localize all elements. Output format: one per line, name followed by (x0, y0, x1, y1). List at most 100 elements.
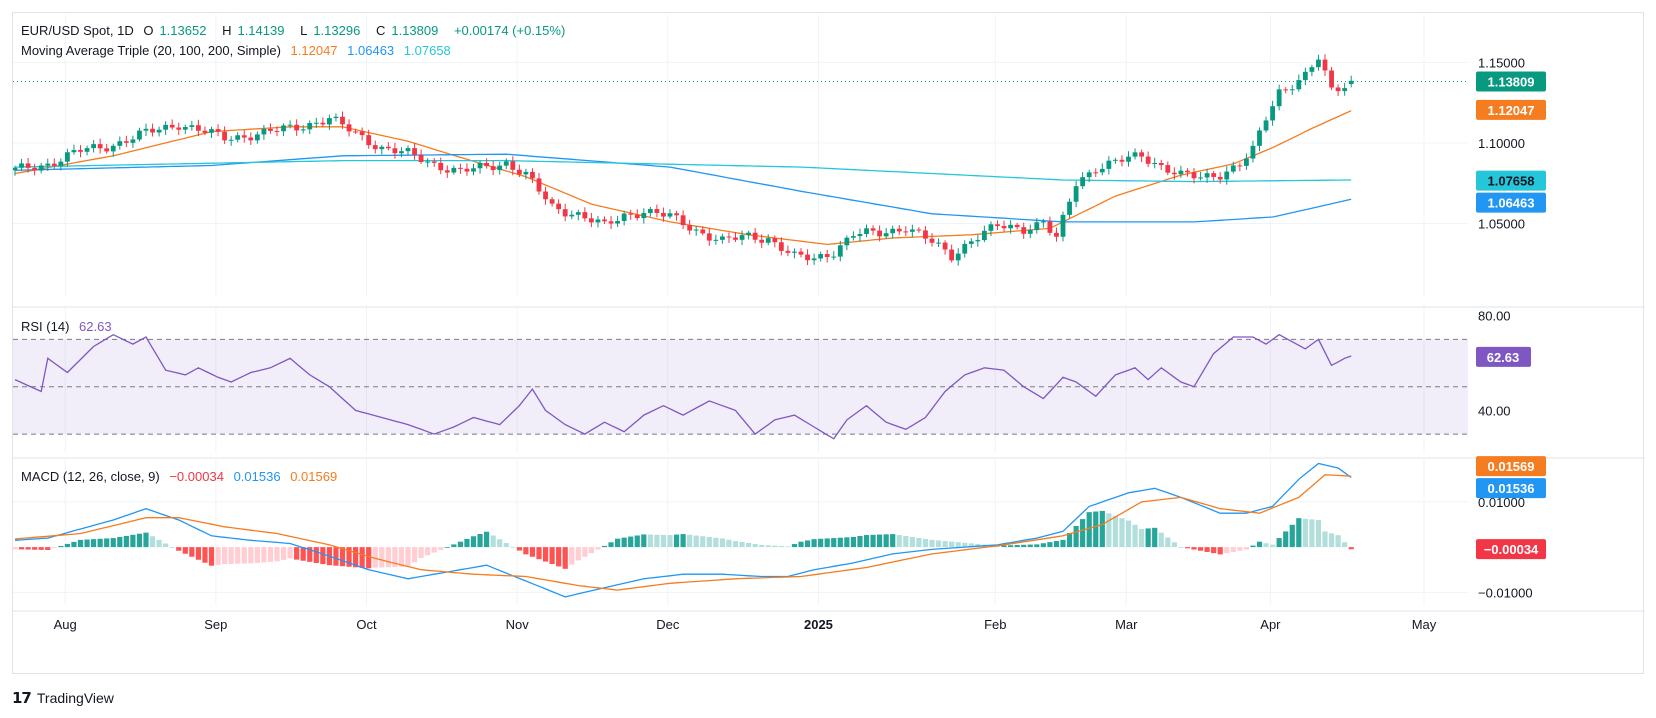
macd-histogram-bar (182, 547, 188, 554)
candle-body (687, 225, 693, 231)
candle-body (890, 228, 896, 234)
macd-histogram-bar (18, 547, 25, 550)
macd-histogram-bar (804, 540, 811, 548)
candle-body (798, 251, 804, 255)
candle-body (91, 144, 96, 149)
macd-histogram-bar (739, 542, 745, 548)
price-tick-label: 1.10000 (1478, 136, 1525, 151)
candle-body (569, 214, 575, 217)
candle-body (923, 230, 928, 239)
macd-histogram-bar (1099, 510, 1105, 548)
candle-body (949, 249, 955, 261)
candle-body (1348, 80, 1354, 85)
candle-body (955, 253, 961, 261)
macd-histogram-bar (464, 538, 470, 548)
candle-body (477, 162, 483, 169)
symbol-label[interactable]: EUR/USD Spot, 1D (21, 23, 134, 38)
candle-body (549, 199, 555, 204)
candle-body (503, 161, 509, 166)
candle-body (464, 168, 470, 172)
macd-line (14, 462, 1352, 598)
candle-body (1139, 152, 1144, 157)
tradingview-logo-icon: 𝟭𝟳 (12, 690, 32, 707)
candle-body (720, 236, 725, 240)
macd-histogram-bar (778, 546, 784, 548)
candle-body (575, 212, 581, 215)
macd-histogram-bar (58, 545, 64, 548)
macd-histogram-bar (195, 547, 201, 560)
macd-histogram-bar (222, 547, 228, 564)
candle-body (1106, 160, 1112, 169)
macd-legend[interactable]: MACD (12, 26, close, 9) −0.00034 0.01536… (21, 469, 343, 484)
macd-histogram-bar (1184, 547, 1191, 549)
candle-body (19, 163, 24, 168)
rsi-tick-label: 80.00 (1478, 309, 1511, 324)
candle-body (1001, 226, 1007, 229)
low-value: L 1.13296 (300, 23, 361, 38)
macd-histogram-bar (300, 547, 306, 561)
rsi-legend[interactable]: RSI (14) 62.63 (21, 319, 118, 334)
macd-label-bg (1476, 539, 1546, 560)
candle-body (811, 258, 817, 261)
macd-histogram-bar (123, 535, 129, 548)
candle-body (385, 146, 391, 149)
candle-body (346, 124, 352, 132)
macd-histogram-bar (798, 541, 804, 548)
macd-histogram-bar (280, 547, 287, 560)
candle-body (294, 124, 300, 131)
macd-last-label: 0.01536 (1488, 481, 1535, 496)
macd-histogram-bar (877, 534, 883, 548)
candle-body (38, 165, 44, 171)
ma-legend[interactable]: Moving Average Triple (20, 100, 200, Sim… (21, 43, 457, 58)
macd-histogram-bar (1224, 547, 1230, 554)
chart-canvas[interactable]: Aug Sep Oct Nov Dec 2025 Feb Mar Apr May 1.15000 1.… (13, 13, 1645, 675)
candle-body (327, 118, 332, 125)
macd-histogram-bar (916, 537, 922, 548)
candle-body (510, 161, 516, 170)
candle-body (1113, 159, 1118, 161)
candle-body (661, 212, 666, 217)
x-tick-label: Dec (656, 617, 680, 632)
candle-body (58, 161, 64, 166)
rsi-last-label: 62.63 (1487, 350, 1520, 365)
candle-body (824, 254, 830, 258)
candle-body (399, 151, 404, 154)
macd-histogram-bar (510, 546, 516, 548)
candle-body (209, 129, 214, 133)
candle-body (333, 116, 339, 119)
candle-body (792, 251, 797, 253)
x-tick-label: Mar (1115, 617, 1138, 632)
candle-body (307, 122, 313, 130)
macd-histogram-bar (228, 547, 234, 564)
macd-histogram-bar (1328, 533, 1335, 548)
candle-body (1309, 67, 1315, 72)
rsi-line (14, 333, 1352, 440)
candle-body (32, 167, 38, 171)
macd-histogram-bar (680, 534, 686, 548)
macd-title: MACD (12, 26, close, 9) (21, 469, 160, 484)
candle-body (1283, 89, 1289, 91)
candle-body (916, 229, 922, 231)
macd-histogram-bar (536, 547, 542, 560)
macd-histogram-bar (470, 536, 477, 548)
macd-histogram-bar (1040, 543, 1046, 548)
macd-histogram-bar (1132, 524, 1138, 548)
macd-histogram-bar (77, 539, 84, 548)
macd-histogram-bar (1296, 518, 1302, 548)
brand-footer[interactable]: 𝟭𝟳 TradingView (12, 688, 114, 708)
candle-body (909, 229, 915, 232)
candle-body (1080, 177, 1086, 187)
candle-body (484, 162, 489, 167)
macd-histogram-bar (1171, 542, 1177, 548)
macd-histogram-bar (569, 547, 575, 565)
macd-histogram-bar (1342, 542, 1348, 548)
candle-body (903, 231, 909, 233)
macd-histogram-bar (156, 539, 162, 548)
macd-histogram-bar (1145, 528, 1151, 548)
macd-histogram-bar (1060, 539, 1066, 548)
macd-histogram-bar (287, 547, 293, 559)
candle-body (169, 124, 175, 128)
macd-histogram-bar (1080, 519, 1086, 548)
open-value: O 1.13652 (143, 23, 207, 38)
macd-histogram-bar (922, 538, 929, 548)
